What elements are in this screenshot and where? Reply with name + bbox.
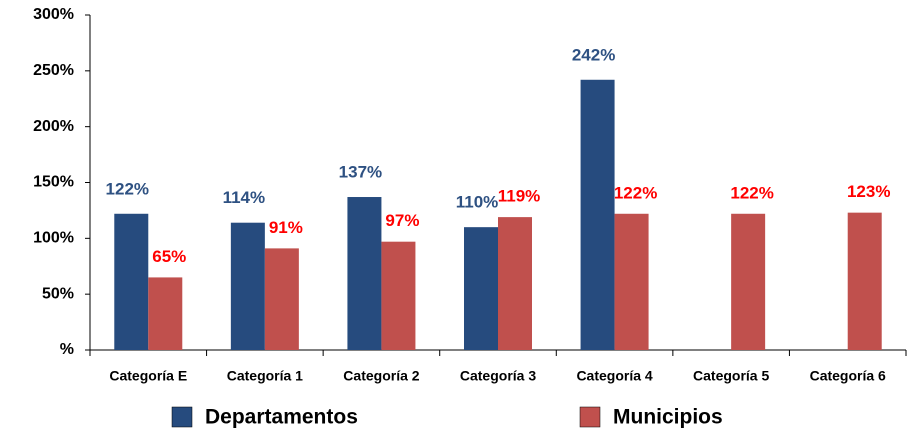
bar — [381, 241, 416, 350]
y-tick-label: 200% — [33, 118, 74, 135]
value-label: 65% — [152, 247, 186, 266]
y-tick-label: 100% — [33, 230, 74, 247]
bar — [464, 227, 498, 350]
bar — [230, 222, 265, 350]
x-tick-label: Categoría 3 — [460, 368, 536, 384]
value-label: 122% — [614, 183, 657, 202]
bar — [114, 213, 149, 350]
legend-label: Departamentos — [205, 406, 358, 429]
value-label: 97% — [385, 211, 419, 230]
value-label: 137% — [339, 163, 382, 182]
x-tick-label: Categoría 6 — [810, 368, 886, 384]
y-tick-label: 50% — [42, 285, 74, 302]
bar — [148, 277, 183, 350]
legend-swatch — [579, 406, 601, 428]
y-tick-label: % — [60, 341, 74, 358]
value-label: 242% — [572, 45, 615, 64]
bar — [347, 197, 382, 350]
value-label: 114% — [223, 188, 266, 207]
bar — [264, 248, 299, 350]
legend-swatch — [171, 406, 193, 428]
value-label: 119% — [498, 187, 541, 206]
y-tick-label: 250% — [33, 62, 74, 79]
bar — [731, 213, 766, 350]
x-tick-label: Categoría 4 — [576, 368, 652, 384]
legend-label: Municipios — [613, 406, 723, 429]
x-tick-label: Categoría 1 — [227, 368, 303, 384]
y-tick-label: 300% — [33, 6, 74, 23]
value-label: 110% — [456, 193, 499, 212]
bar — [580, 79, 615, 351]
value-label: 123% — [847, 182, 890, 201]
bar — [614, 213, 649, 350]
x-tick-label: Categoría 2 — [343, 368, 419, 384]
value-label: 91% — [269, 218, 303, 237]
value-label: 122% — [730, 183, 773, 202]
value-label: 122% — [106, 179, 149, 198]
x-tick-label: Categoría 5 — [693, 368, 769, 384]
bar — [847, 212, 882, 350]
x-tick-label: Categoría E — [109, 368, 187, 384]
bar — [498, 217, 532, 350]
y-tick-label: 150% — [33, 174, 74, 191]
